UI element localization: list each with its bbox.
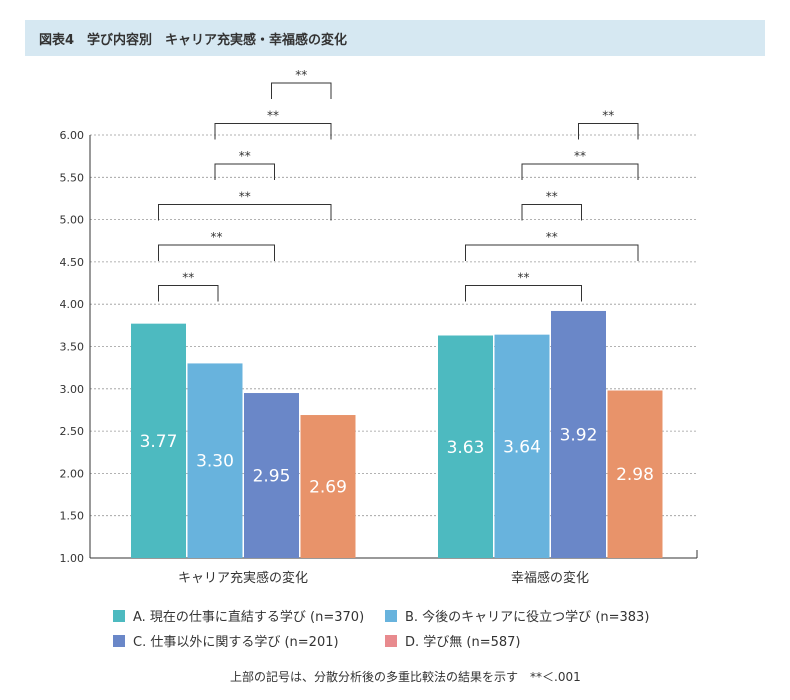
significance-bracket (158, 204, 332, 221)
chart-title: 図表4 学び内容別 キャリア充実感・幸福感の変化 (39, 33, 348, 48)
y-tick-label: 1.00 (60, 552, 85, 565)
significance-marker: ** (239, 190, 251, 204)
significance-bracket (214, 163, 275, 180)
data-label: 3.30 (196, 452, 234, 472)
y-tick-label: 2.50 (60, 425, 85, 438)
y-tick-label: 1.50 (60, 510, 85, 523)
bar (187, 363, 243, 558)
data-label: 3.77 (140, 432, 178, 452)
significance-bracket (521, 204, 582, 221)
x-category-label: キャリア充実感の変化 (178, 570, 308, 586)
y-tick-label: 5.50 (60, 171, 85, 184)
y-tick-label: 4.00 (60, 298, 85, 311)
significance-marker: ** (574, 149, 586, 163)
legend-item-b: B. 今後のキャリアに役立つ学び (n=383) (385, 606, 649, 625)
significance-bracket (521, 163, 639, 180)
legend-item-a: A. 現在の仕事に直結する学び (n=370) (113, 606, 364, 625)
bar (494, 334, 550, 558)
data-label: 2.95 (253, 467, 291, 487)
significance-marker: ** (295, 68, 307, 82)
significance-marker: ** (518, 271, 530, 285)
significance-bracket (465, 285, 582, 302)
legend-swatch (385, 634, 397, 647)
legend-item-d: D. 学び無 (n=587) (385, 631, 521, 650)
bar (607, 390, 663, 558)
data-label: 2.98 (616, 465, 654, 485)
significance-marker: ** (211, 230, 223, 244)
legend-swatch (113, 609, 125, 622)
significance-bracket (465, 244, 639, 261)
legend-swatch (385, 609, 397, 622)
bar (551, 310, 606, 558)
y-tick-label: 5.00 (60, 214, 85, 227)
legend-swatch (113, 634, 125, 647)
legend-label: B. 今後のキャリアに役立つ学び (n=383) (405, 610, 650, 625)
bar (438, 335, 493, 558)
legend-label: D. 学び無 (n=587) (405, 635, 521, 650)
significance-bracket (271, 82, 332, 99)
significance-marker: ** (267, 109, 279, 123)
y-tick-label: 3.00 (60, 383, 85, 396)
bar (131, 323, 186, 558)
legend-label: A. 現在の仕事に直結する学び (n=370) (133, 610, 365, 625)
significance-marker: ** (182, 271, 194, 285)
y-tick-label: 4.50 (60, 256, 85, 269)
data-label: 2.69 (309, 478, 347, 498)
bar (244, 393, 299, 558)
bar (300, 415, 356, 558)
significance-bracket (158, 244, 275, 261)
data-label: 3.63 (447, 438, 485, 458)
legend-item-c: C. 仕事以外に関する学び (n=201) (113, 631, 339, 650)
footnote: 上部の記号は、分散分析後の多重比較法の結果を示す **＜.001 (230, 670, 581, 684)
significance-bracket (214, 123, 332, 140)
significance-marker: ** (546, 190, 558, 204)
significance-marker: ** (546, 230, 558, 244)
significance-bracket (578, 123, 639, 140)
y-tick-label: 6.00 (60, 129, 85, 142)
y-tick-label: 3.50 (60, 341, 85, 354)
significance-marker: ** (602, 109, 614, 123)
significance-bracket (158, 285, 219, 302)
data-label: 3.92 (560, 425, 598, 445)
x-category-label: 幸福感の変化 (511, 570, 589, 586)
legend-label: C. 仕事以外に関する学び (n=201) (133, 635, 339, 650)
title-bar: 図表4 学び内容別 キャリア充実感・幸福感の変化 (25, 20, 765, 56)
significance-marker: ** (239, 149, 251, 163)
data-label: 3.64 (503, 437, 541, 457)
y-tick-label: 2.00 (60, 467, 85, 480)
